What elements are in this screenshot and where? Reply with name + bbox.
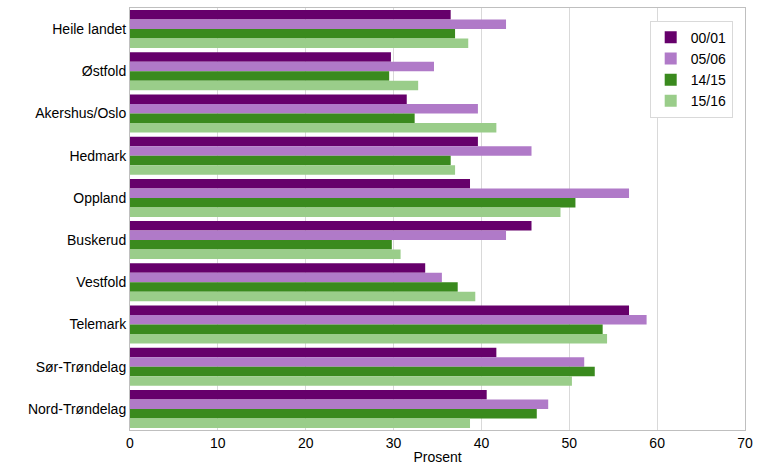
svg-text:00/01: 00/01 [691, 30, 726, 46]
svg-text:Østfold: Østfold [82, 63, 126, 79]
svg-text:50: 50 [562, 435, 578, 451]
svg-text:70: 70 [737, 435, 753, 451]
svg-text:60: 60 [649, 435, 665, 451]
svg-text:Vestfold: Vestfold [76, 274, 126, 290]
svg-text:Telemark: Telemark [69, 316, 127, 332]
svg-text:0: 0 [126, 435, 134, 451]
svg-text:30: 30 [386, 435, 402, 451]
svg-text:Buskerud: Buskerud [67, 232, 126, 248]
svg-text:Akershus/Oslo: Akershus/Oslo [35, 105, 126, 121]
svg-text:14/15: 14/15 [691, 72, 726, 88]
svg-text:10: 10 [210, 435, 226, 451]
svg-text:20: 20 [298, 435, 314, 451]
svg-text:Prosent: Prosent [413, 449, 461, 465]
svg-text:Nord-Trøndelag: Nord-Trøndelag [28, 401, 126, 417]
svg-text:40: 40 [474, 435, 490, 451]
svg-text:Oppland: Oppland [73, 190, 126, 206]
svg-text:Sør-Trøndelag: Sør-Trøndelag [36, 359, 127, 375]
svg-text:05/06: 05/06 [691, 51, 726, 67]
svg-text:Hedmark: Hedmark [69, 148, 127, 164]
svg-text:Heile landet: Heile landet [52, 21, 126, 37]
svg-text:15/16: 15/16 [691, 93, 726, 109]
